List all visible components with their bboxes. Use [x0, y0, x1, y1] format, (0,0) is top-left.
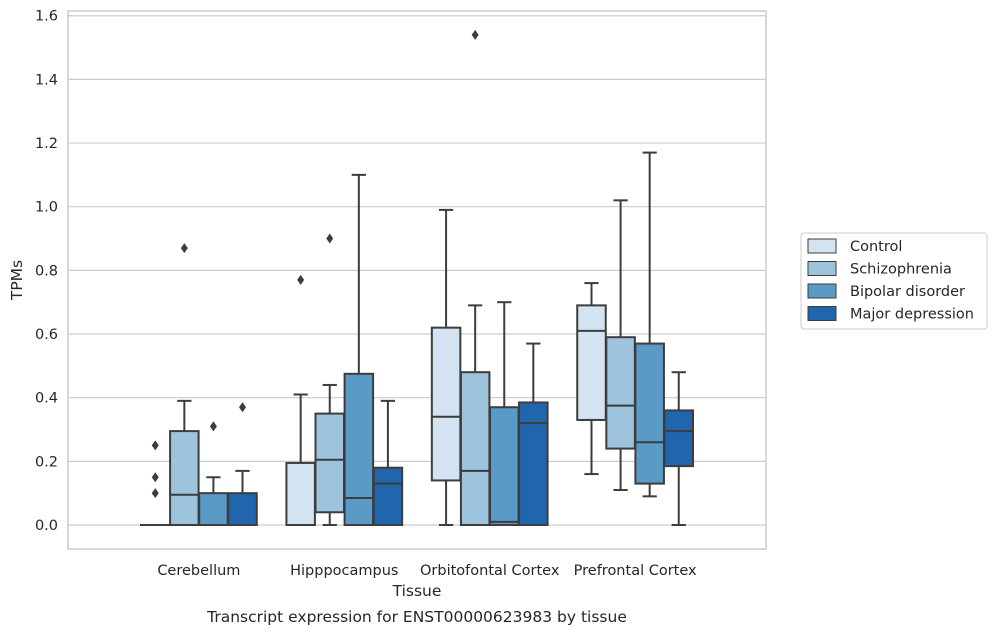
iqr-box: [605, 336, 636, 450]
iqr-box: [663, 409, 695, 468]
outlier-point: [180, 243, 188, 254]
iqr-box: [576, 304, 607, 421]
outlier-point: [239, 402, 246, 413]
iqr-box: [634, 342, 665, 485]
x-tick-labels: Cerebellum Hipppocampus Orbitofontal Corte…: [157, 563, 697, 579]
box-plot-item: [488, 301, 520, 527]
x-tick-label: Hipppocampus: [290, 563, 398, 579]
y-tick-label: 1.4: [35, 72, 58, 88]
outlier-point: [471, 29, 479, 40]
y-tick-label: 0.4: [35, 391, 58, 407]
y-tick-labels: 0.0 0.2 0.4 0.6 0.8 1.0 1.2 1.4 1.6: [35, 9, 58, 534]
chart-caption: Transcript expression for ENST0000062398…: [206, 608, 627, 626]
y-tick-label: 1.0: [35, 200, 58, 216]
outlier-point: [209, 421, 217, 432]
y-tick-label: 0.0: [35, 518, 58, 534]
legend: Control Schizophrenia Bipolar disorder Majo…: [800, 232, 988, 330]
box-plot-item: [198, 421, 229, 527]
iqr-box: [459, 371, 491, 526]
outlier-point: [326, 233, 334, 244]
box-plot-item: [634, 151, 665, 498]
iqr-box: [372, 466, 404, 526]
legend-item: Bipolar disorder: [807, 283, 965, 300]
iqr-box: [285, 461, 316, 526]
x-tick-label: Orbitofontal Cortex: [420, 563, 560, 579]
y-tick-label: 0.6: [35, 327, 58, 343]
x-tick-label: Prefrontal Cortex: [574, 563, 697, 579]
box-plot-item: [605, 199, 636, 491]
iqr-box: [198, 492, 229, 527]
iqr-box: [343, 372, 375, 526]
box-plot-item: [169, 243, 200, 526]
y-tick-label: 1.2: [35, 136, 58, 152]
box-plot-item: [285, 274, 316, 526]
outlier-point: [151, 472, 159, 483]
legend-item: Control: [807, 238, 902, 255]
box-plot-item: [372, 399, 404, 526]
y-tick-label: 0.2: [35, 454, 58, 470]
y-tick-label: 1.6: [35, 9, 58, 25]
iqr-box: [314, 412, 346, 514]
legend-swatch: [807, 261, 837, 276]
legend-swatch: [807, 238, 837, 254]
outlier-point: [297, 274, 305, 285]
box-plot-item: [518, 342, 549, 526]
box-plot-item: [227, 402, 258, 527]
legend-label: Bipolar disorder: [850, 284, 965, 300]
x-tick-label: Cerebellum: [157, 563, 240, 579]
box-plot-item: [343, 173, 375, 526]
box-plot-item: [576, 282, 607, 476]
box-plot-item: [430, 208, 462, 526]
iqr-box: [518, 401, 549, 526]
iqr-box: [430, 326, 462, 482]
legend-label: Schizophrenia: [850, 262, 952, 278]
legend-swatch: [807, 283, 837, 299]
plot-frame: [67, 10, 767, 550]
boxes-layer: [139, 29, 695, 527]
y-axis-title: TPMs: [8, 260, 26, 301]
box-plot-item: [459, 29, 491, 526]
box-plot-item: [314, 233, 346, 526]
outlier-point: [151, 488, 159, 499]
legend-swatch: [807, 306, 837, 321]
legend-frame: [800, 232, 988, 330]
x-axis-title: Tissue: [392, 582, 442, 600]
legend-items: Control Schizophrenia Bipolar disorder Majo…: [807, 238, 974, 323]
legend-label: Control: [850, 239, 902, 255]
box-plot-item: [139, 440, 171, 527]
legend-item: Schizophrenia: [807, 261, 952, 278]
box-plot-item: [663, 371, 695, 526]
iqr-box: [227, 492, 258, 527]
legend-item: Major depression: [807, 306, 974, 323]
y-tick-label: 0.8: [35, 263, 58, 279]
outlier-point: [151, 440, 159, 451]
iqr-box: [488, 406, 520, 527]
legend-label: Major depression: [850, 307, 974, 323]
iqr-box: [169, 430, 200, 526]
